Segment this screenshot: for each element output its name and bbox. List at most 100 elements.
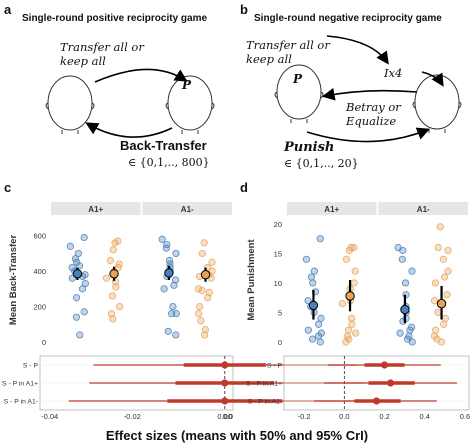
punish-label: Punish (284, 140, 335, 155)
data-point (75, 262, 84, 270)
data-point (208, 258, 216, 266)
data-point (200, 239, 208, 247)
data-point (198, 249, 206, 258)
row-label: S - P in A1+ (246, 381, 282, 388)
data-point (431, 279, 440, 287)
data-point (348, 320, 356, 328)
effect-mean-point (380, 361, 389, 369)
data-point (74, 249, 82, 258)
data-point (396, 329, 404, 337)
data-point (172, 276, 180, 284)
row-label: S - P in A1- (248, 399, 282, 406)
mean-point (436, 298, 447, 309)
y-tick-label: 15 (274, 249, 282, 258)
data-point (194, 285, 203, 293)
data-point (302, 255, 310, 263)
punish-set: ∈ {0,1,.., 20} (284, 157, 359, 170)
panel-a-transfer-text: Transfer all or keep all (60, 40, 144, 68)
data-point (316, 338, 324, 346)
data-point (160, 285, 168, 293)
panel-b-transfer-line2: keep all (246, 52, 292, 66)
y-tick-label: 400 (33, 267, 46, 276)
transfer-arrow-a (94, 68, 188, 83)
data-point (204, 294, 212, 302)
row-label: S - P (23, 363, 39, 370)
mean-point (400, 304, 410, 315)
panel-b-label: b (240, 2, 248, 17)
x-tick-label: 0.4 (420, 412, 430, 421)
panel-b-betray-text: Betray or Equalize (346, 100, 401, 128)
data-point (399, 246, 407, 255)
mean-point (200, 269, 211, 280)
data-point (194, 310, 203, 318)
data-point (106, 256, 115, 265)
x-tick-label: 0.6 (460, 412, 470, 421)
data-point (201, 325, 209, 334)
transfer-arrow-b (326, 35, 389, 65)
data-point (436, 223, 444, 231)
head-left-b (274, 64, 324, 123)
ix4-label: Ix4 (384, 66, 403, 80)
back-transfer-arrow-a (85, 122, 173, 138)
data-point (314, 332, 323, 340)
data-point (406, 326, 414, 334)
data-point (72, 294, 81, 302)
ix4-arrow-b (421, 71, 444, 87)
y-tick-label: 0 (278, 338, 282, 347)
data-point (172, 331, 180, 339)
data-point (310, 267, 318, 275)
y-tick-label: 200 (33, 303, 46, 312)
data-point (398, 255, 406, 263)
data-point (102, 274, 110, 282)
data-point (108, 292, 117, 300)
data-point (111, 239, 119, 247)
data-point (345, 246, 353, 255)
data-point (109, 246, 117, 254)
facet-strip (287, 202, 377, 215)
panel-a-p-label: P (182, 78, 192, 92)
facet-label: A1- (417, 205, 430, 214)
data-point (443, 291, 451, 299)
effect-mean-point (221, 379, 229, 387)
data-point (338, 300, 346, 308)
data-point (205, 288, 214, 296)
panel-a-title: Single-round positive reciprocity game (22, 13, 208, 24)
data-point (342, 255, 351, 263)
data-point (80, 233, 88, 242)
row-label: S - P in A1+ (2, 381, 38, 388)
effect-mean-point (221, 397, 229, 405)
data-point (72, 313, 80, 321)
y-tick-label: 20 (274, 220, 282, 229)
betray-line1: Betray or (346, 100, 401, 114)
data-point (304, 297, 312, 305)
panel-c-label: c (4, 180, 12, 195)
data-point (440, 320, 448, 328)
y-tick-label: 600 (33, 232, 46, 241)
data-point (434, 243, 442, 252)
data-point (430, 297, 439, 305)
punish-arrow-b (306, 127, 430, 143)
mean-point (345, 291, 355, 301)
data-point (78, 285, 87, 293)
mean-point (164, 268, 174, 278)
row-label: S - P (267, 363, 283, 370)
back-transfer-label: Back-Transfer (120, 138, 207, 153)
data-point (316, 235, 324, 243)
x-tick-label: 0.0 (223, 412, 233, 421)
x-tick-label: 0.00 (217, 412, 232, 421)
panel-a-diagram (45, 68, 215, 138)
data-point (304, 326, 312, 334)
data-point (66, 242, 74, 250)
panel-a-transfer-line2: keep all (60, 54, 106, 68)
data-point (434, 308, 442, 317)
data-point (169, 302, 177, 311)
data-point (308, 335, 317, 343)
effect-mean-point (372, 397, 381, 405)
data-point (401, 279, 410, 287)
effect-mean-point (221, 361, 229, 369)
mean-point (308, 300, 319, 311)
data-point (347, 314, 356, 322)
data-point (314, 320, 323, 328)
panel-a-label: a (4, 2, 12, 17)
